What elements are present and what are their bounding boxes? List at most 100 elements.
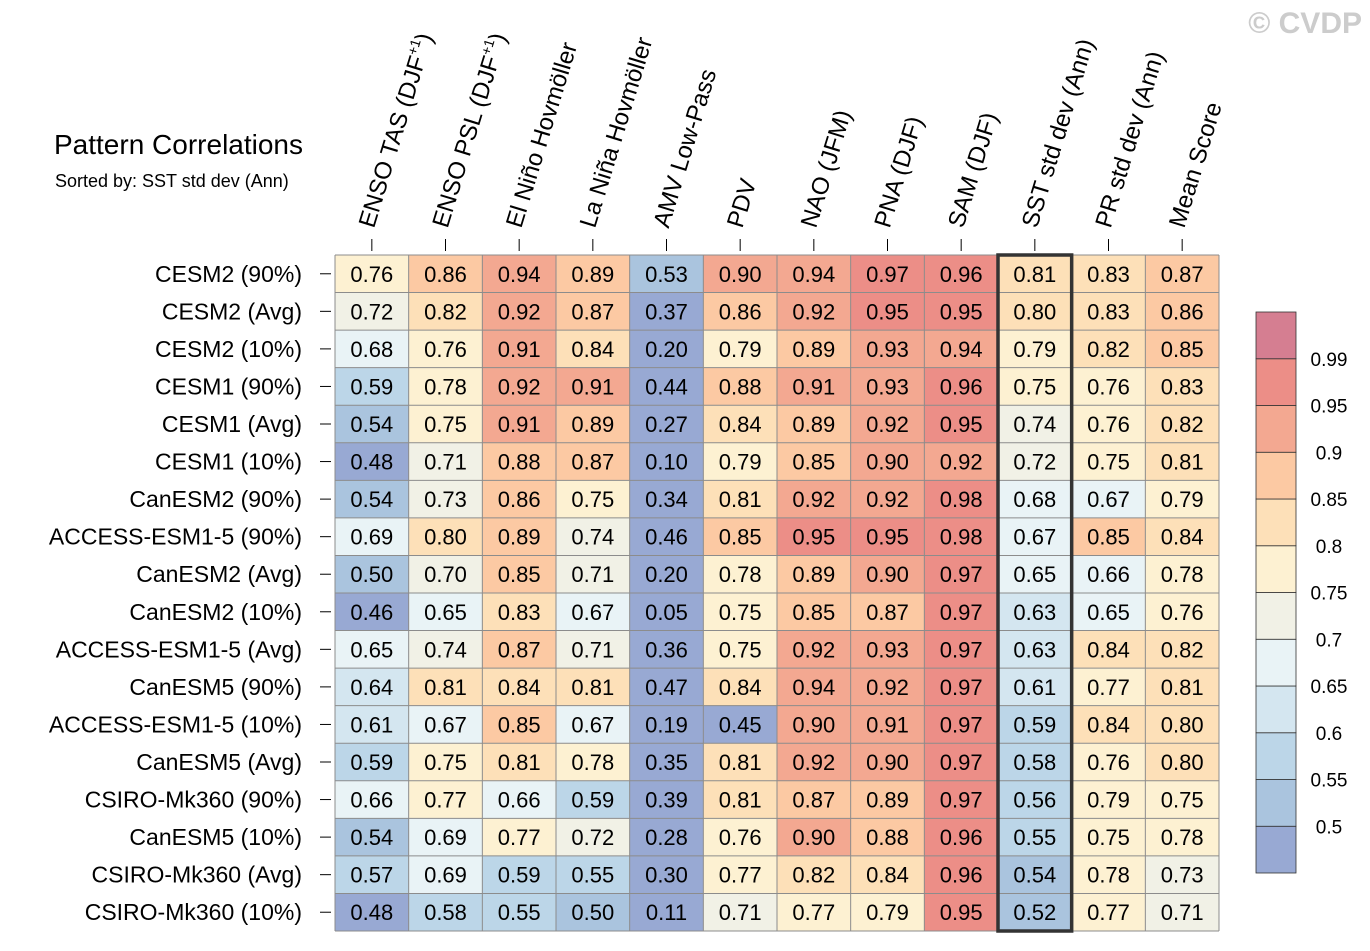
cell-value: 0.92: [792, 299, 835, 324]
cell-value: 0.93: [866, 374, 909, 399]
cell-value: 0.72: [1013, 450, 1056, 475]
heatmap-cell: [703, 593, 777, 631]
heatmap-cell: [556, 855, 630, 894]
heatmap-cell: [703, 442, 777, 481]
cell-value: 0.97: [866, 262, 909, 287]
heatmap-cell: [777, 555, 851, 593]
cell-value: 0.74: [571, 525, 614, 550]
heatmap-cell: [924, 743, 998, 781]
cell-value: 0.79: [1013, 337, 1056, 362]
cell-value: 0.82: [1087, 337, 1130, 362]
heatmap-cell: [1071, 517, 1146, 556]
cell-value: 0.76: [1161, 600, 1204, 625]
cell-value: 0.81: [424, 675, 467, 700]
cell-value: 0.78: [1161, 562, 1204, 587]
heatmap-cell: [1145, 330, 1219, 368]
heatmap-cell: [629, 330, 704, 368]
heatmap-cell: [556, 593, 630, 631]
cell-value: 0.91: [498, 337, 541, 362]
heatmap-cell: [777, 705, 851, 744]
cell-value: 0.97: [940, 788, 983, 813]
cell-value: 0.82: [1161, 412, 1204, 437]
cell-value: 0.59: [350, 750, 393, 775]
heatmap-cell: [777, 480, 851, 518]
heatmap-cell: [1145, 743, 1219, 781]
cell-value: 0.95: [866, 525, 909, 550]
heatmap-cell: [924, 405, 998, 443]
heatmap-cell: [629, 630, 704, 669]
cell-value: 0.73: [1161, 863, 1204, 888]
column-label-enso-psl-djf: ENSO PSL (DJF+1): [426, 29, 513, 230]
heatmap-cell: [777, 442, 851, 481]
cell-value: 0.74: [424, 637, 467, 662]
cell-value: 0.93: [866, 337, 909, 362]
heatmap-cell: [924, 818, 998, 856]
heatmap-cell: [924, 292, 998, 331]
heatmap-cell: [629, 705, 704, 744]
cell-value: 0.84: [1087, 637, 1130, 662]
heatmap-cell: [924, 480, 998, 518]
heatmap-cell: [998, 743, 1072, 781]
cell-value: 0.65: [350, 637, 393, 662]
heatmap-cell: [998, 780, 1072, 819]
cell-value: 0.93: [866, 637, 909, 662]
heatmap-cell: [850, 743, 925, 781]
heatmap-cell: [408, 668, 483, 706]
heatmap-cell: [629, 780, 704, 819]
heatmap-cell: [703, 330, 777, 368]
cell-value: 0.77: [719, 863, 762, 888]
heatmap-cell: [998, 893, 1072, 931]
cell-value: 0.53: [645, 262, 688, 287]
cell-value: 0.46: [350, 600, 393, 625]
cell-value: 0.66: [1087, 562, 1130, 587]
heatmap-cell: [850, 292, 925, 331]
cell-value: 0.91: [866, 712, 909, 737]
cell-value: 0.72: [350, 299, 393, 324]
cell-value: 0.77: [424, 788, 467, 813]
cell-value: 0.90: [866, 450, 909, 475]
cell-value: 0.83: [1087, 299, 1130, 324]
heatmap-cell: [335, 593, 409, 631]
heatmap-cell: [1145, 255, 1219, 293]
cell-value: 0.83: [1087, 262, 1130, 287]
heatmap-cell: [482, 292, 556, 331]
heatmap-cell: [408, 330, 483, 368]
cell-value: 0.71: [571, 637, 614, 662]
cell-value: 0.35: [645, 750, 688, 775]
heatmap-cell: [556, 818, 630, 856]
cell-value: 0.81: [571, 675, 614, 700]
cell-value: 0.30: [645, 863, 688, 888]
cell-value: 0.34: [645, 487, 688, 512]
heatmap-cell: [850, 330, 925, 368]
cell-value: 0.94: [940, 337, 983, 362]
cell-value: 0.90: [792, 825, 835, 850]
colorbar-swatch: [1255, 732, 1297, 780]
heatmap-cell: [777, 668, 851, 706]
cell-value: 0.88: [866, 825, 909, 850]
colorbar-swatch: [1255, 545, 1297, 593]
column-label-text: ENSO PSL (DJF: [427, 53, 505, 231]
cell-value: 0.59: [1013, 712, 1056, 737]
cell-value: 0.71: [424, 450, 467, 475]
cell-value: 0.58: [1013, 750, 1056, 775]
heatmap-cell: [850, 668, 925, 706]
heatmap-cell: [629, 480, 704, 518]
colorbar: 0.5 0.55 0.6 0.65 0.7 0.75 0.8 0.85 0.9 0.95 0.99: [1255, 311, 1347, 874]
cell-value: 0.92: [792, 637, 835, 662]
cell-value: 0.61: [350, 712, 393, 737]
heatmap-cell: [850, 855, 925, 894]
colorbar-label: 0.8: [1316, 537, 1342, 558]
heatmap-cell: [998, 555, 1072, 593]
column-label-text: PDV: [722, 176, 762, 231]
heatmap-cell: [924, 367, 998, 406]
cell-value: 0.78: [1087, 863, 1130, 888]
cell-value: 0.92: [792, 750, 835, 775]
cell-value: 0.91: [498, 412, 541, 437]
cell-value: 0.75: [1087, 450, 1130, 475]
cell-value: 0.76: [1087, 374, 1130, 399]
heatmap-cell: [703, 555, 777, 593]
cell-value: 0.65: [1013, 562, 1056, 587]
column-label-text: ENSO TAS (DJF: [354, 53, 432, 231]
heatmap-cell: [1071, 555, 1146, 593]
cell-value: 0.85: [498, 562, 541, 587]
